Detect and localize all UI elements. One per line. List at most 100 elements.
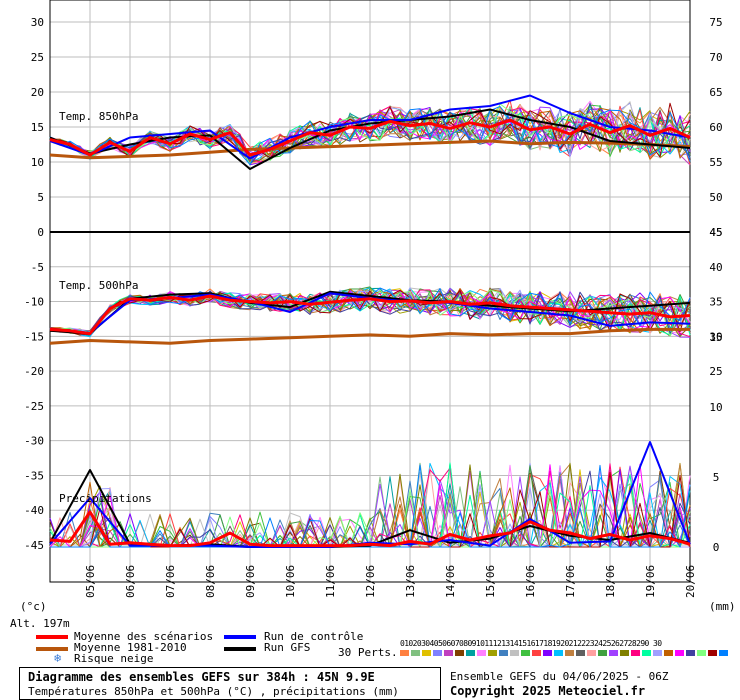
t850-clim-line	[49, 139, 691, 160]
y-tick-label-850: 15	[31, 121, 44, 134]
y-tick-label-lower: -35	[24, 469, 44, 482]
right-tick-label-500: 40	[709, 261, 722, 274]
pert-color-swatch	[598, 650, 607, 656]
y-tick-label-850: 10	[31, 156, 44, 169]
legend-gfs-swatch	[224, 647, 256, 651]
y-tick-label-500: -5	[31, 261, 44, 274]
x-date-label: 19/06	[644, 565, 657, 598]
x-date-label: 17/06	[564, 565, 577, 598]
plot-frame	[49, 0, 691, 583]
y-tick-label-lower: -25	[24, 400, 44, 413]
pert-color-swatch	[587, 650, 596, 656]
t850-mean-line	[49, 118, 691, 157]
pert-color-swatch	[708, 650, 717, 656]
pert-color-swatch	[477, 650, 486, 656]
right-tick-label-500: 25	[709, 365, 722, 378]
pert-color-swatch	[719, 650, 728, 656]
right-tick-label-500: 45	[709, 226, 722, 239]
pert-color-swatch	[400, 650, 409, 656]
pert-color-swatch	[433, 650, 442, 656]
pert-color-swatch	[488, 650, 497, 656]
pert-color-swatch	[554, 650, 563, 656]
snowflake-icon: ❄	[54, 651, 62, 665]
pert-color-swatch	[664, 650, 673, 656]
right-unit-label: (mm)	[709, 600, 736, 613]
pert-color-swatch	[631, 650, 640, 656]
pert-color-swatch	[411, 650, 420, 656]
x-date-label: 10/06	[284, 565, 297, 598]
y-tick-label-500: -15	[24, 330, 44, 343]
legend-perts-numbers: 0102030405060708091011121314151617181920…	[400, 639, 662, 648]
altitude-label: Alt. 197m	[10, 617, 70, 630]
pert-color-swatch	[510, 650, 519, 656]
pert-color-swatch	[466, 650, 475, 656]
t500-mean-line	[49, 294, 691, 336]
pert-color-swatch	[620, 650, 629, 656]
footer-subtitle: Températures 850hPa et 500hPa (°C) , pré…	[28, 685, 399, 698]
legend-clim-swatch	[36, 647, 68, 651]
y-tick-label-850: 30	[31, 16, 44, 29]
precip-member-line	[50, 464, 691, 548]
x-date-label: 05/06	[84, 565, 97, 598]
precip-mean-line	[49, 510, 691, 548]
right-tick-label-500: 35	[709, 296, 722, 309]
pert-color-swatch	[543, 650, 552, 656]
x-date-label: 16/06	[524, 565, 537, 598]
y-tick-label-850: 5	[37, 191, 44, 204]
right-tick-label-850: 55	[709, 156, 722, 169]
t500-clim-line	[49, 327, 690, 345]
pert-color-swatch	[521, 650, 530, 656]
x-date-label: 06/06	[124, 565, 137, 598]
panel-title-850: Temp. 850hPa	[59, 110, 139, 123]
right-tick-label-850: 75	[709, 16, 722, 29]
right-tick-label-850: 50	[709, 191, 722, 204]
x-date-label: 14/06	[444, 565, 457, 598]
legend-control-swatch	[224, 635, 256, 639]
y-tick-label-850: 25	[31, 51, 44, 64]
footer-run-info: Ensemble GEFS du 04/06/2025 - 06Z	[450, 670, 669, 683]
right-tick-label-precip: 10	[709, 401, 722, 414]
y-tick-label-lower: -40	[24, 504, 44, 517]
pert-color-swatch	[675, 650, 684, 656]
legend-snow-label: Risque neige	[74, 652, 154, 665]
right-tick-label-850: 65	[709, 86, 722, 99]
y-tick-label-500: -10	[24, 296, 44, 309]
footer-copyright: Copyright 2025 Meteociel.fr	[450, 684, 646, 698]
t850-member-line	[49, 107, 691, 162]
footer-title-box: Diagramme des ensembles GEFS sur 384h : …	[19, 667, 441, 700]
x-date-label: 08/06	[204, 565, 217, 598]
footer-title: Diagramme des ensembles GEFS sur 384h : …	[28, 670, 375, 684]
x-date-label: 20/06	[684, 565, 697, 598]
legend-control-label: Run de contrôle	[264, 630, 364, 643]
x-date-label: 13/06	[404, 565, 417, 598]
legend-gfs-label: Run GFS	[264, 641, 311, 654]
legend-clim-label: Moyenne 1981-2010	[74, 641, 187, 654]
pert-color-swatch	[642, 650, 651, 656]
pert-color-swatch	[532, 650, 541, 656]
y-tick-label-850: 20	[31, 86, 44, 99]
y-tick-label-850: 0	[37, 226, 44, 239]
right-tick-label-850: 70	[709, 51, 722, 64]
x-date-label: 15/06	[484, 565, 497, 598]
right-tick-label-precip: 0	[713, 541, 720, 554]
y-tick-label-lower: -30	[24, 435, 44, 448]
right-tick-label-850: 60	[709, 121, 722, 134]
legend-perts-label: 30 Perts.	[338, 646, 398, 659]
pert-color-swatch	[565, 650, 574, 656]
right-tick-label-850: 45	[709, 226, 722, 239]
x-date-label: 11/06	[324, 565, 337, 598]
panel-title-precip: Précipitations	[59, 492, 152, 505]
x-date-label: 07/06	[164, 565, 177, 598]
pert-color-swatch	[422, 650, 431, 656]
legend-mean-label: Moyenne des scénarios	[74, 630, 214, 643]
pert-color-swatch	[697, 650, 706, 656]
pert-color-swatch	[455, 650, 464, 656]
pert-color-swatch	[653, 650, 662, 656]
y-tick-label-lower: -45	[24, 539, 44, 552]
legend-mean-swatch	[36, 635, 68, 639]
pert-color-swatch	[609, 650, 618, 656]
pert-color-swatch	[499, 650, 508, 656]
right-tick-label-precip: 15	[709, 331, 722, 344]
